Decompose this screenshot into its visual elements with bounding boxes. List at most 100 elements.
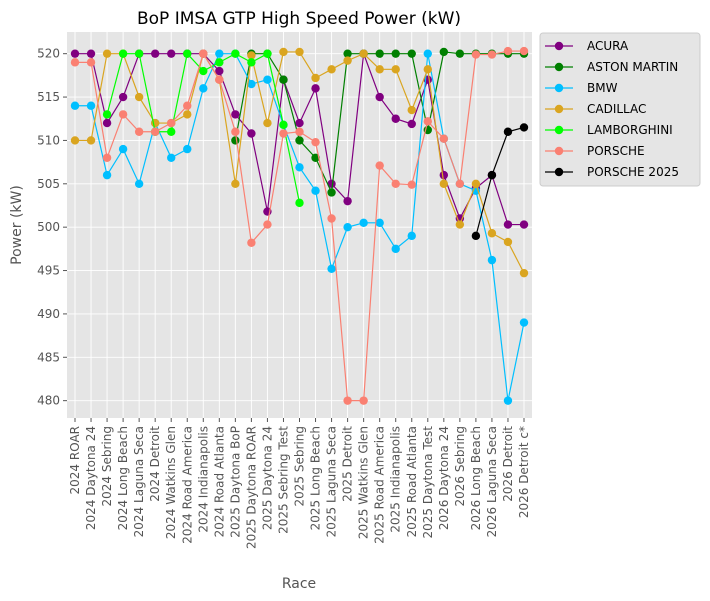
data-point	[407, 231, 416, 241]
legend-label: LAMBORGHINI	[587, 123, 673, 137]
x-tick-label: 2026 Laguna Seca	[485, 426, 499, 537]
data-point	[167, 153, 176, 162]
data-point	[343, 396, 352, 405]
legend-label: ACURA	[587, 39, 629, 53]
data-point	[439, 179, 449, 188]
data-point	[247, 58, 256, 67]
data-point	[327, 214, 336, 223]
data-point	[247, 79, 256, 89]
legend-box	[539, 32, 701, 187]
data-point	[359, 396, 368, 405]
x-tick-label: 2024 Daytona 24	[84, 426, 98, 530]
x-tick-label: 2024 ROAR	[68, 426, 82, 494]
data-point	[295, 136, 304, 145]
x-tick-label: 2025 Indianapolis	[389, 426, 403, 533]
data-point	[167, 127, 176, 136]
x-tick-label: 2025 Road America	[373, 426, 387, 544]
data-point	[231, 49, 240, 58]
data-point	[503, 127, 513, 136]
data-point	[439, 47, 449, 57]
series-lamborghini	[102, 49, 304, 208]
x-tick-label: 2025 Road Atlanta	[405, 426, 419, 537]
data-point	[391, 65, 400, 74]
data-point	[311, 186, 320, 195]
data-point	[295, 47, 304, 57]
data-point	[134, 49, 144, 58]
data-point	[231, 110, 240, 119]
data-point	[167, 49, 176, 58]
data-point	[231, 179, 240, 188]
x-tick-label: 2024 Laguna Seca	[132, 426, 146, 537]
x-tick-label: 2025 Daytona 24	[260, 426, 274, 530]
data-point	[343, 49, 352, 58]
series-porsche	[70, 46, 529, 405]
data-point	[407, 180, 416, 189]
data-point	[102, 118, 112, 128]
data-point	[519, 46, 529, 56]
data-point	[519, 318, 529, 327]
data-point	[295, 198, 304, 208]
data-point	[279, 129, 288, 138]
y-tick-label: 480	[37, 394, 60, 408]
x-tick-label: 2025 Sebring Test	[276, 426, 290, 534]
x-tick-label: 2024 Watkins Glen	[164, 426, 178, 539]
data-point	[519, 268, 529, 278]
data-point	[455, 179, 465, 188]
data-point	[279, 120, 288, 130]
data-point	[423, 117, 432, 126]
data-point	[375, 218, 384, 228]
data-point	[423, 65, 432, 74]
data-point	[375, 49, 384, 58]
series-porsche-2025	[471, 123, 529, 241]
x-tick-label: 2025 Daytona ROAR	[244, 426, 258, 549]
data-point	[503, 46, 513, 56]
data-point	[86, 58, 96, 67]
data-point	[519, 123, 529, 132]
data-point	[455, 49, 465, 58]
data-point	[375, 161, 384, 170]
data-point	[102, 110, 112, 119]
legend-marker	[554, 146, 564, 156]
data-point	[70, 101, 80, 110]
data-point	[359, 49, 368, 58]
data-point	[134, 92, 144, 102]
data-point	[118, 144, 128, 154]
x-tick-label: 2025 Daytona Test	[421, 426, 435, 539]
x-axis-label: Race	[282, 576, 316, 592]
data-point	[247, 238, 256, 247]
data-point	[231, 127, 240, 136]
data-point	[199, 66, 208, 76]
data-point	[279, 75, 288, 84]
data-point	[86, 49, 96, 58]
data-point	[118, 49, 128, 58]
x-tick-label: 2026 Detroit c*	[517, 426, 531, 518]
y-tick-label: 510	[37, 133, 60, 147]
data-point	[439, 134, 449, 143]
data-point	[503, 237, 513, 247]
data-point	[263, 118, 272, 128]
x-tick-label: 2025 Long Beach	[309, 426, 323, 530]
y-tick-label: 520	[37, 47, 60, 61]
x-tick-label: 2024 Indianapolis	[196, 426, 210, 533]
x-tick-label: 2025 Watkins Glen	[357, 426, 371, 539]
data-point	[311, 153, 320, 162]
data-point	[327, 179, 336, 188]
y-tick-label: 505	[37, 177, 60, 191]
data-point	[391, 244, 400, 254]
y-axis: 480 485 490 495 500 505 510 515 520	[37, 47, 67, 408]
data-point	[327, 65, 336, 74]
legend-label: BMW	[587, 81, 618, 95]
data-point	[439, 170, 449, 180]
data-point	[503, 220, 513, 229]
data-point	[199, 84, 208, 93]
x-tick-label: 2024 Road Atlanta	[212, 426, 226, 537]
data-point	[471, 231, 481, 241]
data-point	[487, 255, 497, 265]
series-line	[475, 126, 525, 236]
data-point	[150, 49, 160, 58]
x-tick-label: 2024 Sebring	[100, 426, 114, 506]
series-layer	[70, 46, 529, 405]
x-tick-label: 2025 Laguna Seca	[325, 426, 339, 537]
data-point	[423, 49, 432, 58]
data-point	[70, 136, 80, 145]
